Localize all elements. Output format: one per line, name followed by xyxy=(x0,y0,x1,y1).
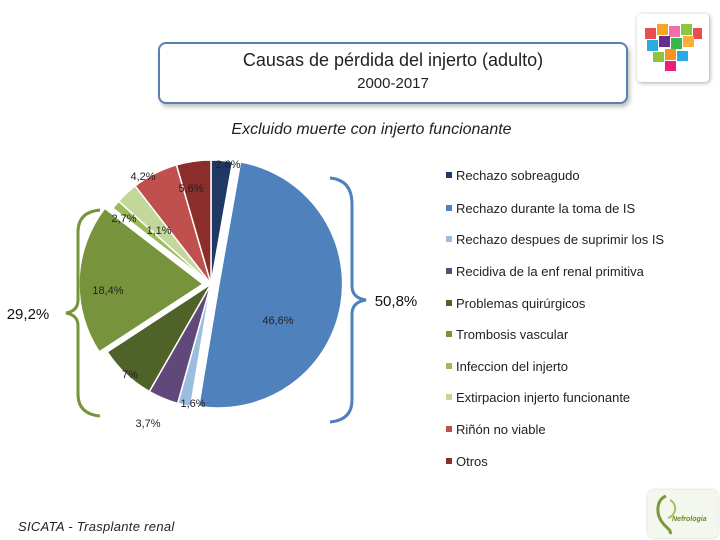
data-label-2: 46,6% xyxy=(262,315,293,327)
chart-subtitle: 2000-2017 xyxy=(357,75,429,92)
bracket-right xyxy=(329,176,367,424)
legend-label: Rechazo sobreagudo xyxy=(456,168,580,183)
legend-label: Trombosis vascular xyxy=(456,327,569,342)
bracket-left xyxy=(65,208,101,418)
source-footer: SICATA - Trasplante renal xyxy=(18,519,175,534)
legend-swatch xyxy=(446,300,452,306)
legend-label: Extirpacion injerto funcionante xyxy=(456,390,631,405)
data-label-1: 2,6% xyxy=(215,159,240,171)
nefrologia-logo-text: Nefrologia xyxy=(672,516,707,523)
legend-swatch xyxy=(446,394,452,400)
legend-label: Riñón no viable xyxy=(456,422,546,437)
data-label-8: 2,7% xyxy=(111,213,136,225)
data-label-4: 3,7% xyxy=(135,418,160,430)
data-label-9: 5,6% xyxy=(178,183,203,195)
data-label-3: 1,6% xyxy=(180,398,205,410)
heart-logo xyxy=(637,14,709,82)
legend-label: Recidiva de la enf renal primitiva xyxy=(456,264,644,279)
data-label-7: 1,1% xyxy=(146,225,171,237)
group-total-right: 50,8% xyxy=(375,293,418,310)
data-label-10: 4,2% xyxy=(130,171,155,183)
title-box: Causas de pérdida del injerto (adulto) 2… xyxy=(158,42,628,104)
legend-swatch xyxy=(446,268,452,274)
legend-label: Problemas quirúrgicos xyxy=(456,296,586,311)
data-label-6: 18,4% xyxy=(92,285,123,297)
nefrologia-logo: Nefrologia xyxy=(648,490,718,538)
legend-label: Infeccion del injerto xyxy=(456,359,569,374)
legend-label: Otros xyxy=(456,454,488,469)
legend-swatch xyxy=(446,172,452,178)
legend-swatch xyxy=(446,426,452,432)
legend-swatch xyxy=(446,205,452,211)
pie-slice-5 xyxy=(106,283,212,393)
group-total-left: 29,2% xyxy=(7,306,50,323)
legend-swatch xyxy=(446,458,452,464)
legend-label: Rechazo despues de suprimir los IS xyxy=(456,232,665,247)
legend-label: Rechazo durante la toma de IS xyxy=(456,201,636,216)
pie-slice-10 xyxy=(175,159,212,285)
pie-slice-2 xyxy=(197,161,344,409)
legend-swatch xyxy=(446,331,452,337)
exclusion-note: Excluido muerte con injerto funcionante xyxy=(231,121,512,138)
legend-swatch xyxy=(446,236,452,242)
legend-swatch xyxy=(446,363,452,369)
chart-title: Causas de pérdida del injerto (adulto) xyxy=(242,50,544,70)
data-label-5: 7% xyxy=(122,369,138,381)
